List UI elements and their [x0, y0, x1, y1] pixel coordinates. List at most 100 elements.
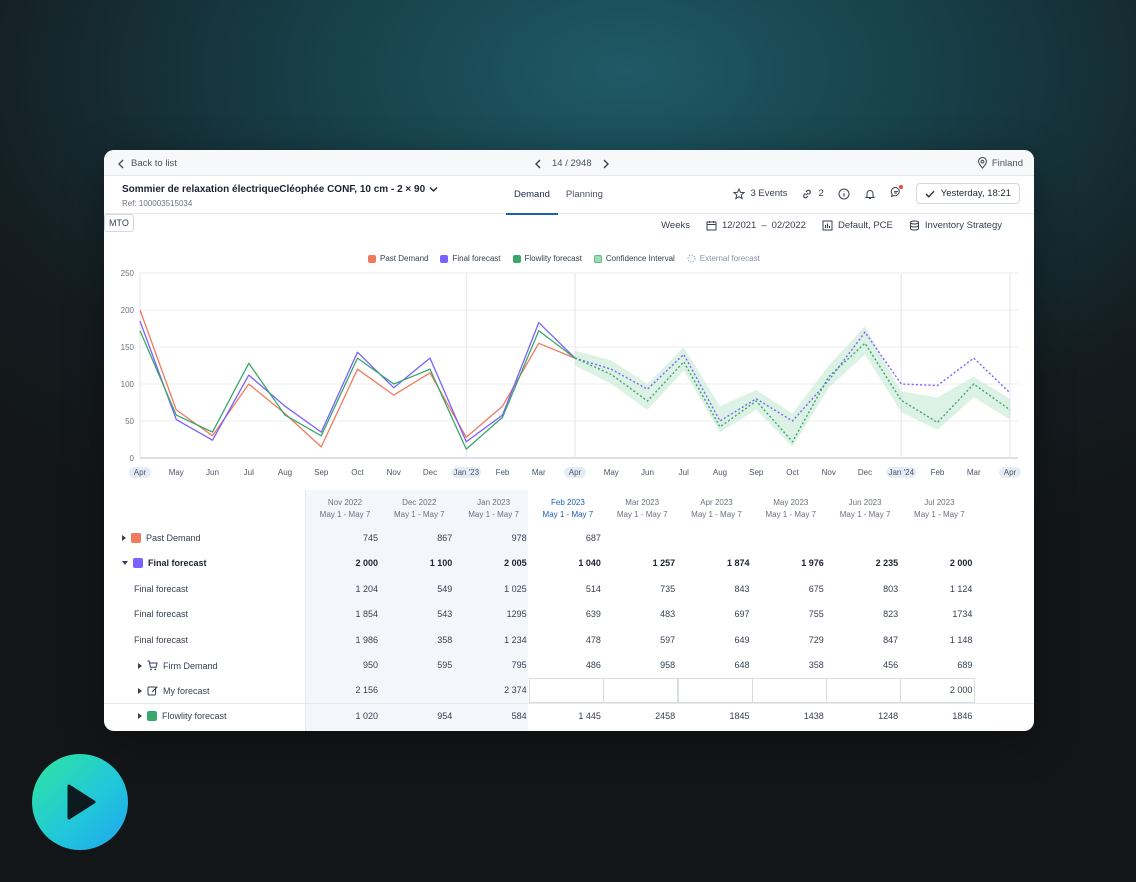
y-tick-label: 250 [121, 269, 135, 278]
expand-caret-icon[interactable] [138, 662, 142, 669]
table-cell: 675 [808, 584, 824, 594]
row-label[interactable]: My forecast [138, 685, 210, 696]
table-row: My forecast 2 156 2 374 2 000 [104, 678, 1034, 703]
collapse-caret-icon[interactable] [122, 561, 128, 565]
row-label-text: Final forecast [134, 609, 189, 619]
confidence-interval-band [575, 326, 1010, 447]
mto-badge[interactable]: MTO [104, 214, 134, 232]
table-cell[interactable]: 2 000 [949, 685, 973, 695]
row-label[interactable]: Firm Demand [138, 660, 218, 671]
chart-toolbar: MTO Weeks 12/2021 – 02/2022 Default, PCE… [104, 214, 1034, 236]
column-header: Dec 2022 May 1 - May 7 [382, 497, 456, 521]
strategy-label: Inventory Strategy [924, 220, 1002, 231]
table-cell: 1845 [729, 711, 750, 721]
x-tick-highlight [886, 467, 917, 478]
legend-final-forecast[interactable]: Final forecast [440, 254, 501, 263]
column-header: Nov 2022 May 1 - May 7 [308, 497, 382, 521]
expand-caret-icon[interactable] [138, 713, 142, 719]
info-icon[interactable] [838, 188, 850, 200]
next-record-icon[interactable] [602, 159, 610, 169]
tab-planning[interactable]: Planning [565, 189, 603, 200]
past-marker [131, 533, 141, 543]
row-label-text: Final forecast [134, 584, 189, 594]
table-cell: 639 [585, 609, 601, 619]
location-label: Finland [991, 157, 1023, 169]
legend-confidence-interval[interactable]: Confidence Interval [593, 254, 675, 263]
chevron-down-icon [429, 187, 438, 192]
table-cell: 1 204 [355, 584, 378, 594]
tab-demand[interactable]: Demand [506, 176, 558, 215]
series-line-past-demand-solid [139, 309, 576, 448]
forecast-input-cell[interactable] [751, 678, 827, 703]
date-range-picker[interactable]: 12/2021 – 02/2022 [706, 220, 806, 231]
expand-caret-icon[interactable] [138, 687, 142, 694]
column-header: May 2023 May 1 - May 7 [754, 497, 828, 521]
database-icon [909, 220, 919, 231]
x-tick-label: May [604, 468, 619, 477]
row-label[interactable]: Flowlity forecast [138, 711, 227, 721]
table-row: Flowlity forecast 1 020 954 584 1 445 2458 184… [104, 703, 1034, 729]
forecast-input-cell[interactable] [900, 678, 976, 703]
column-range: May 1 - May 7 [765, 510, 817, 519]
table-cell: 456 [883, 660, 899, 670]
events-button[interactable]: 3 Events [733, 187, 787, 200]
row-label-text: Firm Demand [163, 660, 218, 671]
expand-caret-icon[interactable] [122, 535, 126, 541]
back-to-list-link[interactable]: Back to list [117, 158, 177, 169]
x-tick-label: Feb [931, 468, 945, 477]
legend-external-forecast[interactable]: External forecast [687, 254, 760, 263]
legend-final-forecast-label: Final forecast [452, 254, 501, 263]
chat-icon [890, 187, 900, 198]
column-header: Jul 2023 May 1 - May 7 [902, 497, 976, 521]
scenario-selector[interactable]: Default, PCE [822, 220, 893, 231]
row-label-text: Flowlity forecast [162, 711, 227, 721]
chart-legend: Past Demand Final forecast Flowlity fore… [368, 254, 760, 263]
forecast-input-cell[interactable] [603, 678, 679, 703]
table-cell[interactable]: 2 156 [355, 685, 378, 695]
forecast-input-cell[interactable] [677, 678, 753, 703]
play-video-button[interactable] [32, 754, 128, 850]
table-cell: 2 005 [504, 558, 527, 568]
forecast-input-cell[interactable] [528, 678, 604, 703]
table-cell: 2 235 [875, 558, 899, 568]
table-cell[interactable]: 2 374 [504, 685, 527, 695]
product-selector[interactable]: Sommier de relaxation électriqueCléophée… [122, 184, 438, 195]
column-month: Feb 2023 [550, 498, 585, 507]
previous-record-icon[interactable] [534, 159, 542, 169]
granularity-selector[interactable]: Weeks [661, 220, 690, 231]
link-icon [803, 189, 812, 198]
column-month: Jun 2023 [848, 498, 882, 507]
row-label-text: Final forecast [134, 635, 189, 645]
location-selector[interactable]: Finland [977, 157, 1023, 169]
view-tabs: Demand Planning [506, 176, 611, 215]
legend-flowlity-forecast[interactable]: Flowlity forecast [512, 254, 582, 263]
flowlity-forecast-swatch [512, 254, 521, 263]
last-update-button[interactable]: Yesterday, 18:21 [915, 183, 1020, 204]
flowlity-marker [147, 711, 157, 721]
forecast-input-cell[interactable] [826, 678, 902, 703]
forecast-panel: Back to list 14 / 2948 Finland Sommier d… [104, 150, 1034, 731]
column-month: Apr 2023 [700, 498, 733, 507]
table-cell: 1 854 [355, 609, 378, 619]
legend-past-demand[interactable]: Past Demand [368, 254, 428, 263]
table-cell: 1 445 [578, 711, 601, 721]
comments-button[interactable] [890, 185, 903, 201]
x-tick-label: Oct [351, 468, 364, 477]
links-button[interactable]: 2 [801, 188, 824, 200]
back-to-list-label: Back to list [131, 158, 177, 169]
table-cell: 648 [734, 660, 750, 670]
column-range: May 1 - May 7 [914, 510, 965, 519]
table-cell: 543 [437, 609, 453, 619]
table-row: Final forecast 1 204 549 1 025 514 735 843 675 8… [104, 577, 1034, 602]
row-label[interactable]: Past Demand [122, 533, 201, 543]
table-cell: 867 [437, 533, 453, 543]
bar-chart-icon [822, 220, 833, 231]
final-forecast-swatch [440, 254, 449, 263]
table-cell: 2458 [655, 711, 676, 721]
table-cell: 584 [511, 711, 527, 721]
y-tick-label: 50 [125, 417, 134, 426]
bell-icon[interactable] [864, 188, 876, 200]
column-range: May 1 - May 7 [839, 510, 891, 519]
row-label[interactable]: Final forecast [122, 558, 207, 568]
strategy-selector[interactable]: Inventory Strategy [909, 220, 1002, 231]
